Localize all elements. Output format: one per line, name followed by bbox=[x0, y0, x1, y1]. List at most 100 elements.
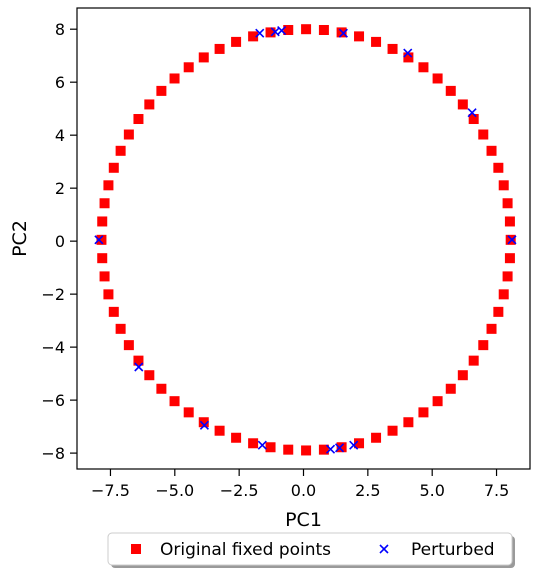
y-axis: −8 −6 −4 −2 0 2 4 6 8 bbox=[41, 20, 77, 463]
y-axis-label: PC2 bbox=[9, 220, 31, 257]
y-tick-label: −6 bbox=[41, 391, 65, 410]
data-point-original bbox=[97, 216, 108, 227]
data-point-original bbox=[457, 370, 468, 381]
x-tick-label: 2.5 bbox=[355, 481, 380, 500]
x-tick-label: −2.5 bbox=[220, 481, 259, 500]
y-tick-label: −4 bbox=[41, 338, 65, 357]
data-point-original bbox=[318, 24, 329, 35]
data-point-original bbox=[387, 425, 398, 436]
data-point-original bbox=[478, 129, 489, 140]
data-point-original bbox=[432, 73, 443, 84]
data-point-original bbox=[486, 323, 497, 334]
data-point-original bbox=[99, 271, 110, 282]
data-point-perturbed bbox=[257, 440, 267, 450]
data-point-original bbox=[498, 180, 509, 191]
y-tick-label: −8 bbox=[41, 444, 65, 463]
data-point-original bbox=[301, 445, 312, 456]
data-point-original bbox=[403, 52, 414, 63]
data-point-original bbox=[248, 438, 259, 449]
y-tick-label: 2 bbox=[55, 179, 65, 198]
data-point-original bbox=[505, 234, 516, 245]
data-point-original bbox=[371, 432, 382, 443]
data-point-original bbox=[156, 85, 167, 96]
data-point-original bbox=[103, 180, 114, 191]
data-point-original bbox=[123, 340, 134, 351]
legend-label-perturbed: Perturbed bbox=[411, 540, 495, 560]
data-point-original bbox=[96, 234, 107, 245]
x-axis: −7.5 −5.0 −2.5 0.0 2.5 5.0 7.5 bbox=[91, 469, 509, 500]
data-point-original bbox=[301, 24, 312, 35]
x-tick-label: −5.0 bbox=[155, 481, 194, 500]
x-tick-label: 7.5 bbox=[484, 481, 509, 500]
y-tick-label: 8 bbox=[55, 20, 65, 39]
data-point-perturbed bbox=[349, 440, 359, 450]
y-tick-label: 0 bbox=[55, 232, 65, 251]
data-point-original bbox=[283, 444, 294, 455]
y-tick-label: 4 bbox=[55, 126, 65, 145]
data-point-original bbox=[183, 62, 194, 73]
data-point-original bbox=[468, 355, 479, 366]
data-point-original bbox=[169, 73, 180, 84]
data-point-original bbox=[108, 306, 119, 317]
data-point-original bbox=[318, 444, 329, 455]
data-point-original bbox=[504, 253, 515, 264]
data-point-original bbox=[248, 31, 259, 42]
data-point-original bbox=[156, 383, 167, 394]
data-point-original bbox=[504, 216, 515, 227]
data-point-original bbox=[283, 24, 294, 35]
data-point-perturbed bbox=[325, 444, 336, 454]
data-point-perturbed bbox=[277, 25, 287, 36]
data-point-perturbed bbox=[338, 28, 348, 38]
data-point-original bbox=[133, 114, 144, 125]
data-point-original bbox=[502, 271, 513, 282]
data-point-perturbed bbox=[94, 235, 104, 245]
data-point-original bbox=[445, 383, 456, 394]
data-point-original bbox=[144, 370, 155, 381]
legend: Original fixed points Perturbed bbox=[107, 532, 515, 568]
data-point-perturbed bbox=[255, 28, 265, 38]
data-point-original bbox=[108, 162, 119, 173]
data-point-original bbox=[115, 145, 126, 156]
data-point-original bbox=[493, 306, 504, 317]
data-point-perturbed bbox=[507, 235, 517, 245]
x-tick-label: −7.5 bbox=[91, 481, 130, 500]
data-point-original bbox=[103, 289, 114, 300]
legend-label-original: Original fixed points bbox=[160, 540, 331, 560]
data-point-original bbox=[418, 407, 429, 418]
data-point-perturbed bbox=[467, 108, 477, 118]
data-point-original bbox=[133, 355, 144, 366]
data-point-original bbox=[468, 114, 479, 125]
data-point-original bbox=[169, 396, 180, 407]
data-point-original bbox=[502, 198, 513, 209]
axes-frame bbox=[76, 7, 531, 470]
x-tick-label: 0.0 bbox=[291, 481, 316, 500]
x-axis-label: PC1 bbox=[285, 509, 322, 531]
data-point-original bbox=[432, 396, 443, 407]
data-point-original bbox=[265, 442, 276, 453]
data-point-original bbox=[457, 99, 468, 110]
data-point-perturbed bbox=[134, 362, 144, 372]
y-tick-label: 6 bbox=[55, 73, 65, 92]
data-point-original bbox=[214, 43, 225, 54]
data-point-original bbox=[265, 27, 276, 38]
data-point-perturbed bbox=[334, 443, 345, 453]
plot-area bbox=[94, 24, 517, 456]
data-point-original bbox=[123, 129, 134, 140]
data-point-original bbox=[354, 438, 365, 449]
data-point-original bbox=[231, 432, 242, 443]
y-tick-label: −2 bbox=[41, 285, 65, 304]
legend-marker-square bbox=[131, 544, 141, 554]
data-point-original bbox=[403, 417, 414, 428]
data-point-original bbox=[493, 162, 504, 173]
data-point-original bbox=[418, 62, 429, 73]
data-point-original bbox=[354, 31, 365, 42]
legend-box bbox=[107, 532, 513, 566]
data-point-original bbox=[498, 289, 509, 300]
data-point-original bbox=[336, 442, 347, 453]
data-point-perturbed bbox=[199, 420, 209, 430]
data-point-original bbox=[478, 340, 489, 351]
data-point-original bbox=[445, 85, 456, 96]
data-point-original bbox=[214, 425, 225, 436]
data-point-original bbox=[99, 198, 110, 209]
